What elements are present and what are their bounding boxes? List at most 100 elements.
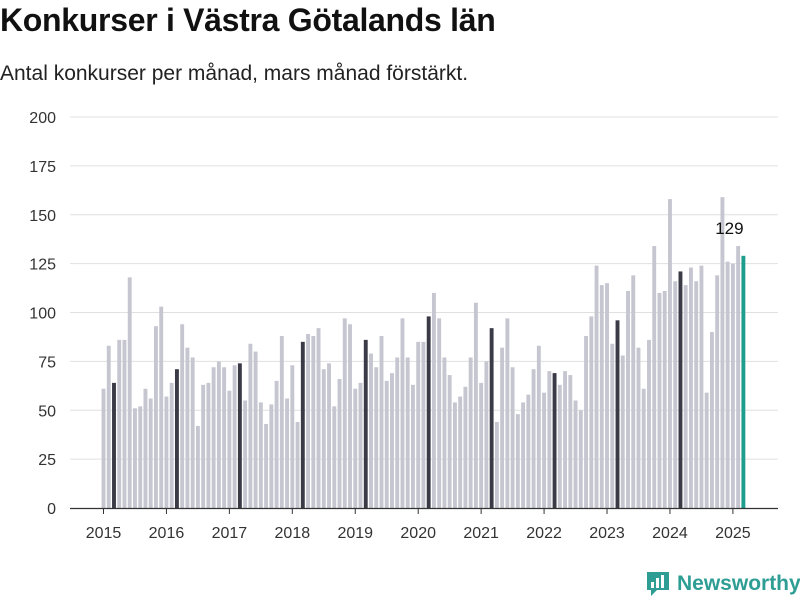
bar — [683, 285, 688, 508]
x-tick-label: 2024 — [652, 525, 688, 542]
bar — [715, 275, 720, 508]
bar — [353, 388, 358, 508]
bar — [694, 281, 699, 508]
bar — [201, 384, 206, 508]
bar — [552, 373, 557, 508]
bar — [190, 357, 195, 508]
bar — [159, 306, 164, 508]
bar — [169, 382, 174, 508]
bar — [295, 421, 300, 508]
bar — [154, 326, 158, 508]
bar — [426, 316, 431, 508]
y-tick-label: 175 — [29, 159, 56, 176]
bar — [510, 367, 515, 508]
bar — [568, 375, 573, 508]
bar — [290, 365, 295, 508]
newsworthy-logo-icon — [647, 572, 669, 596]
bar — [279, 335, 284, 508]
chart-title: Konkurser i Västra Götalands län — [0, 2, 496, 38]
bar — [704, 392, 709, 508]
bar — [578, 410, 583, 508]
bar — [542, 392, 547, 508]
bar — [374, 367, 379, 508]
bar — [641, 388, 646, 508]
y-tick-label: 150 — [29, 208, 56, 225]
bar — [437, 318, 442, 508]
bar — [526, 394, 531, 508]
bar — [174, 369, 179, 508]
bar — [536, 345, 541, 508]
bar — [232, 365, 237, 508]
bar — [699, 265, 704, 508]
bar — [730, 263, 735, 509]
x-axis-ticks: 2015 2016 2017 2018 2019 2020 2021 2022 2023 2024… — [86, 508, 751, 542]
bar — [494, 421, 499, 508]
bar — [237, 363, 242, 508]
bar — [605, 283, 609, 508]
bar — [306, 334, 311, 508]
x-tick-label: 2016 — [149, 525, 185, 542]
bar — [122, 339, 127, 508]
bar — [610, 343, 615, 508]
bar — [143, 388, 148, 508]
bar — [563, 371, 568, 508]
bar — [264, 423, 269, 508]
bar — [500, 347, 505, 508]
bar — [185, 347, 190, 508]
bar — [521, 402, 526, 508]
bar — [473, 302, 478, 508]
chart-subtitle: Antal konkurser per månad, mars månad fö… — [0, 62, 469, 85]
bar — [636, 347, 641, 508]
bar — [384, 380, 389, 508]
bar — [112, 382, 116, 508]
bar — [668, 199, 672, 509]
bar — [489, 328, 494, 508]
bar — [584, 335, 588, 508]
bar — [657, 292, 662, 508]
bar — [395, 357, 400, 508]
bar — [211, 367, 216, 508]
x-tick-label: 2022 — [526, 525, 562, 542]
bar — [709, 332, 714, 508]
bar — [615, 320, 620, 508]
bar — [148, 398, 153, 508]
y-tick-label: 75 — [38, 354, 56, 371]
bar — [180, 324, 185, 508]
x-tick-label: 2019 — [337, 525, 373, 542]
bar — [337, 378, 342, 508]
bar — [594, 265, 599, 508]
bar — [678, 271, 683, 508]
bar — [484, 361, 489, 509]
bar — [631, 275, 636, 508]
bar — [725, 261, 730, 508]
bar — [285, 398, 290, 508]
y-tick-label: 100 — [29, 306, 56, 323]
bar — [133, 408, 137, 508]
bar — [243, 400, 248, 508]
bar — [479, 382, 484, 508]
bar — [222, 367, 227, 508]
bar — [626, 291, 630, 508]
bar — [127, 277, 132, 508]
bar — [258, 402, 263, 508]
bar — [652, 246, 657, 508]
bar — [195, 425, 200, 508]
bar — [688, 267, 693, 508]
bar — [101, 388, 106, 508]
y-tick-label: 50 — [38, 403, 56, 420]
x-tick-label: 2017 — [212, 525, 248, 542]
bar — [248, 343, 253, 508]
bar — [447, 375, 452, 508]
bars — [101, 197, 746, 509]
bar — [620, 355, 625, 508]
bar — [253, 351, 258, 508]
bar — [463, 386, 468, 508]
bar — [589, 316, 594, 508]
bar — [390, 373, 394, 508]
y-tick-label: 200 — [29, 110, 56, 127]
bar — [348, 324, 352, 508]
bar — [321, 369, 326, 508]
x-tick-label: 2015 — [86, 525, 122, 542]
annotations: 129 — [715, 219, 743, 238]
